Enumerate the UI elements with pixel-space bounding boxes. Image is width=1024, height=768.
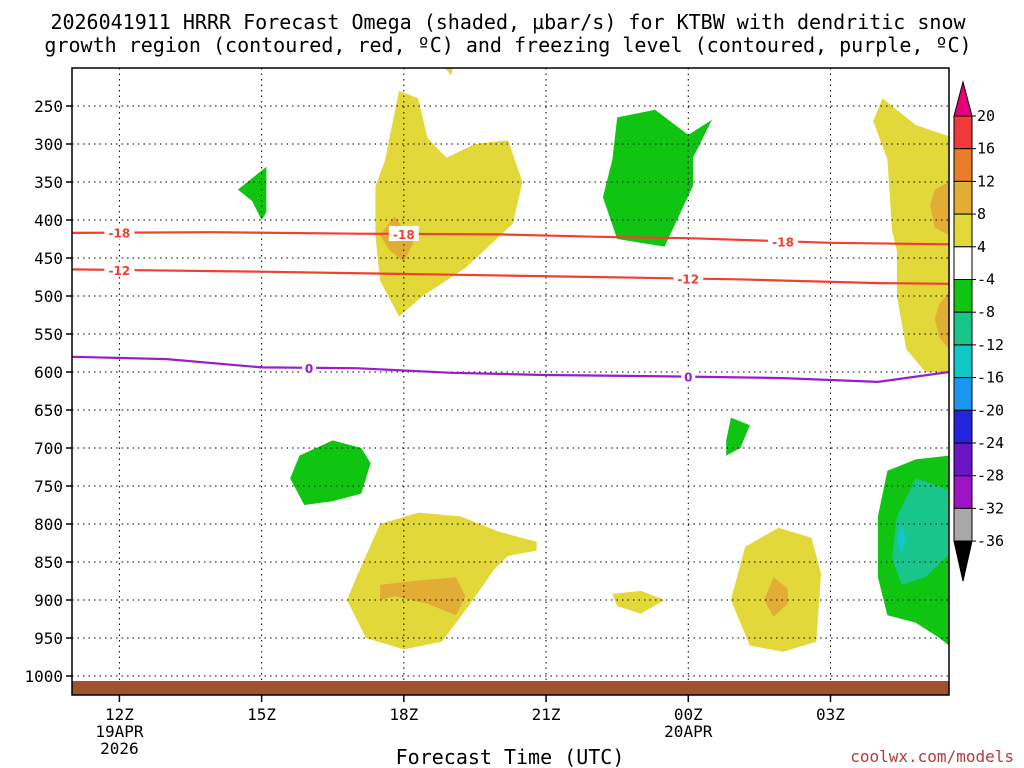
downward-4-8-region-13: [290, 440, 371, 505]
colorbar-band-10: [953, 409, 973, 444]
x-tick-label-2: 18Z: [389, 705, 418, 724]
plot-area: -18 -18 -18 -12 -12 0 0: [71, 67, 950, 696]
upward-4-8-region-5: [873, 98, 949, 373]
chart-title-line-2: growth region (contoured, red, ºC) and f…: [44, 33, 971, 57]
y-tick-label-550: 550: [34, 325, 63, 344]
omega-colorbar: 20 16 12 8 4 -4 -8 -12 -16 -20 -24 -28 -32 -36: [953, 80, 1004, 582]
dgz-upper-label-2: -18: [772, 235, 794, 249]
y-tick-label-250: 250: [34, 97, 63, 116]
colorbar-band-9: [953, 377, 973, 411]
contour-lines-layer: -18 -18 -18 -12 -12 0 0: [72, 224, 949, 385]
colorbar-label-13: -36: [977, 532, 1004, 550]
colorbar-label-4: 4: [977, 238, 986, 256]
colorbar-band-5: [953, 246, 973, 281]
colorbar-label-11: -28: [977, 467, 1004, 485]
dgz-lower-label-bg-0: [104, 261, 135, 277]
upward-8-12-region-9: [930, 182, 949, 236]
downward-4-8-region-11: [602, 109, 712, 247]
y-tick-label-350: 350: [34, 173, 63, 192]
y-axis-pressure-ticks: 250 300 350 400 450 500 550 600 650 700 750 800 850 9…: [24, 97, 72, 686]
y-tick-label-300: 300: [34, 135, 63, 154]
downward-4-8-region-12: [237, 166, 267, 220]
colorbar-band-12: [953, 475, 973, 509]
y-tick-label-900: 900: [34, 591, 63, 610]
colorbar-band-1: [953, 115, 973, 150]
colorbar-label-7: -12: [977, 336, 1004, 354]
dgz-lower-label-bg-1: [673, 270, 704, 286]
colorbar-band-3: [953, 180, 973, 215]
y-tick-label-800: 800: [34, 515, 63, 534]
dgz-upper-label-bg-0: [104, 224, 135, 240]
upward-4-8-region-2: [444, 68, 453, 76]
upward-4-8-region-0: [375, 90, 523, 317]
surface-ground-bar: [72, 681, 949, 695]
y-tick-label-650: 650: [34, 401, 63, 420]
dgz-lower-label-0: -12: [109, 264, 131, 278]
colorbar-label-9: -20: [977, 401, 1004, 419]
x-tick-year-0: 2026: [100, 739, 139, 758]
upward-4-8-region-3: [612, 590, 665, 614]
y-tick-label-400: 400: [34, 211, 63, 230]
colorbar-label-6: -8: [977, 303, 995, 321]
colorbar-label-5: -4: [977, 271, 995, 289]
dgz-lower-label-1: -12: [677, 273, 699, 287]
credit-text: coolwx.com/models: [850, 747, 1014, 766]
colorbar-label-3: 8: [977, 205, 986, 223]
downward-4-8-region-14: [726, 417, 750, 456]
colorbar-band-13: [953, 507, 973, 542]
colorbar-band-11: [953, 442, 973, 477]
colorbar-band-2: [953, 148, 973, 182]
colorbar-label-0: 20: [977, 107, 995, 125]
grid-lines: [72, 68, 949, 695]
downward-8-12-region-16: [892, 478, 949, 585]
y-tick-label-850: 850: [34, 553, 63, 572]
colorbar-band-6: [953, 279, 973, 313]
dgz-upper-contour: [72, 231, 949, 246]
chart-title-line-1: 2026041911 HRRR Forecast Omega (shaded, …: [50, 10, 966, 34]
freezing-level-label-bg-0: [302, 359, 317, 375]
colorbar-label-10: -24: [977, 434, 1004, 452]
dgz-upper-label-bg-2: [768, 233, 799, 249]
plot-frame: [71, 67, 950, 696]
x-tick-label-5: 03Z: [816, 705, 845, 724]
colorbar-label-8: -16: [977, 369, 1004, 387]
x-tick-label-3: 21Z: [532, 705, 561, 724]
y-tick-label-600: 600: [34, 363, 63, 382]
colorbar-label-1: 16: [977, 140, 995, 158]
dgz-lower-contour: [72, 268, 949, 285]
x-axis-label: Forecast Time (UTC): [396, 745, 625, 768]
colorbar-label-2: 12: [977, 172, 995, 190]
colorbar-band-7: [953, 311, 973, 346]
y-tick-label-500: 500: [34, 287, 63, 306]
x-tick-label-1: 15Z: [247, 705, 276, 724]
dgz-upper-label-0: -18: [109, 227, 131, 241]
colorbar-band-8: [953, 344, 973, 379]
colorbar-band-4: [953, 213, 973, 248]
y-tick-label-450: 450: [34, 249, 63, 268]
colorbar-label-12: -32: [977, 499, 1004, 517]
y-tick-label-1000: 1000: [24, 667, 63, 686]
x-tick-date-4: 20APR: [664, 722, 713, 741]
upward-8-12-region-8: [764, 577, 788, 617]
dgz-upper-label-1: -18: [393, 228, 415, 242]
colorbar-bottom-triangle: [953, 540, 973, 582]
upward-8-12-region-10: [934, 292, 949, 350]
colorbar-top-triangle: [953, 80, 973, 117]
x-tick-label-4: 00Z: [674, 705, 703, 724]
freezing-level-label-0: 0: [305, 362, 313, 376]
dgz-upper-label-bg-1: [388, 225, 419, 241]
x-tick-label-0: 12Z: [105, 705, 134, 724]
freezing-level-label-1: 0: [684, 371, 692, 385]
y-tick-label-700: 700: [34, 439, 63, 458]
y-tick-label-750: 750: [34, 477, 63, 496]
y-tick-label-950: 950: [34, 629, 63, 648]
omega-shading-layer: [237, 68, 949, 652]
upward-8-12-region-7: [380, 577, 466, 616]
freezing-level-label-bg-1: [681, 368, 696, 384]
freezing-level-contour: [72, 355, 949, 383]
x-tick-date-0: 19APR: [95, 722, 144, 741]
downward-12-16-region-17: [896, 524, 907, 555]
